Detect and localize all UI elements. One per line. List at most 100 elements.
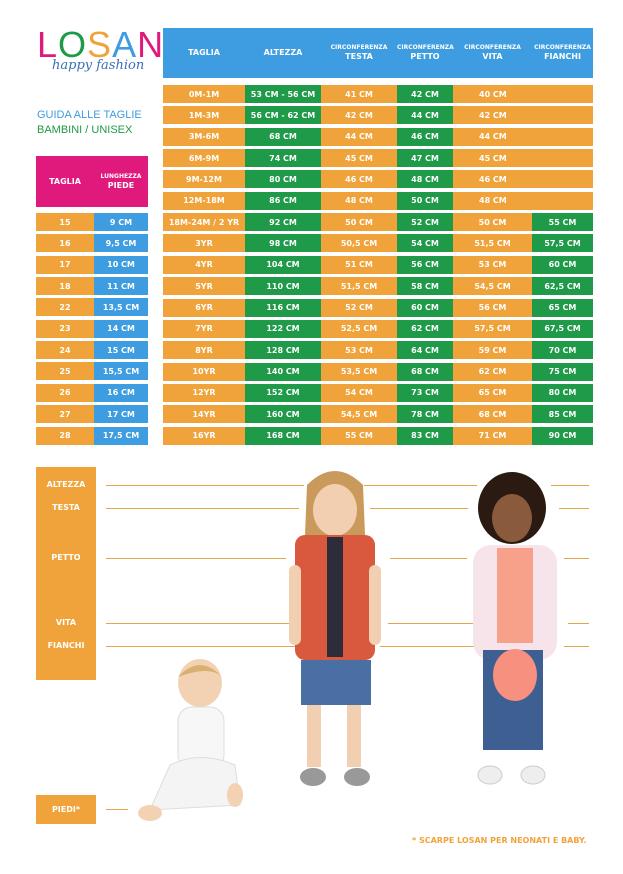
table-cell: 62 CM [397,319,453,338]
table-cell: 53,5 CM [321,362,397,381]
shoe-table-cell: 9,5 CM [94,234,148,253]
table-cell: 68 CM [245,127,321,146]
table-row: 6M-9M 74 CM 45 CM 47 CM 45 CM [163,149,593,168]
table-cell: 55 CM [321,426,397,445]
size-table-header: TAGLIA ALTEZZA CIRCONFERENZA TESTA CIRCONFER… [163,28,593,78]
boy-photo [289,471,381,786]
shoe-table-cell: 22 [36,298,94,317]
table-cell: 98 CM [245,234,321,253]
table-cell: 50,5 CM [321,234,397,253]
logo-letter: S [87,24,113,65]
table-row: 10YR 140 CM 53,5 CM 68 CM 62 CM 75 CM [163,362,593,381]
measure-line [106,485,304,486]
table-row: 7YR 122 CM 52,5 CM 62 CM 57,5 CM 67,5 CM [163,319,593,338]
shoe-table-cell: 23 [36,319,94,338]
table-cell: 92 CM [245,213,321,232]
shoe-column-header: TAGLIA [36,177,94,187]
shoe-table-row: 27 17 CM [36,405,148,424]
table-row: 1M-3M 56 CM - 62 CM 42 CM 44 CM 42 CM [163,106,593,125]
table-row: 8YR 128 CM 53 CM 64 CM 59 CM 70 CM [163,341,593,360]
table-cell: 64 CM [397,341,453,360]
brand-logo: LOSAN [37,24,164,66]
table-cell: 10YR [163,362,245,381]
shoe-table-cell: 9 CM [94,213,148,231]
table-cell: 3YR [163,234,245,253]
table-cell: 6M-9M [163,149,245,168]
footnote: * SCARPE LOSAN PER NEONATI E BABY. [412,836,587,845]
table-cell: 52 CM [321,298,397,317]
measure-label: VITA [55,618,77,627]
logo-letter: O [58,24,88,65]
table-cell: 14YR [163,405,245,424]
shoe-table-cell: 15,5 CM [94,362,148,381]
table-row: 4YR 104 CM 51 CM 56 CM 53 CM 60 CM [163,255,593,274]
column-header: TAGLIA [163,48,245,58]
measure-line [380,646,475,647]
logo-letter: N [137,24,165,65]
table-cell: 83 CM [397,426,453,445]
shoe-table-cell: 18 [36,277,94,296]
measure-line [564,558,589,559]
table-cell: 116 CM [245,298,321,317]
measure-label: ALTEZZA [46,480,86,489]
table-cell: 42 CM [397,85,453,103]
table-cell: 12M-18M [163,191,245,210]
column-header: CIRCONFERENZA VITA [453,44,532,62]
shoe-table-row: 15 9 CM [36,213,148,231]
table-cell: 53 CM [453,255,532,274]
table-cell: 75 CM [532,362,593,381]
column-header-main: TAGLIA [49,176,81,186]
measure-line [364,485,477,486]
shoe-table-cell: 25 [36,362,94,381]
measure-line [388,623,476,624]
measure-line [390,558,467,559]
shoe-table-cell: 17,5 CM [94,426,148,445]
table-cell: 1M-3M [163,106,245,125]
table-cell: 168 CM [245,426,321,445]
table-cell: 51,5 CM [453,234,532,253]
shoe-table-cell: 10 CM [94,255,148,274]
shoe-table-cell: 13,5 CM [94,298,148,317]
table-cell: 160 CM [245,405,321,424]
table-cell: 80 CM [532,383,593,402]
table-cell: 140 CM [245,362,321,381]
table-cell: 57,5 CM [453,319,532,338]
table-row: 16YR 168 CM 55 CM 83 CM 71 CM 90 CM [163,426,593,445]
table-cell: 42 CM [321,106,397,125]
table-cell: 152 CM [245,383,321,402]
table-cell: 58 CM [397,277,453,296]
table-cell: 12YR [163,383,245,402]
table-cell: 54,5 CM [321,405,397,424]
table-cell: 54,5 CM [453,277,532,296]
table-cell: 65 CM [532,298,593,317]
measure-label: TESTA [52,503,80,512]
column-header-top: CIRCONFERENZA [330,44,388,51]
measure-line [370,508,468,509]
table-cell: 53 CM [321,341,397,360]
baby-photo [138,659,243,821]
column-header-main: ALTEZZA [263,48,303,57]
guide-title: GUIDA ALLE TAGLIE [37,109,142,121]
table-cell: 51 CM [321,255,397,274]
column-header-main: VITA [482,52,503,61]
column-header-main: PETTO [410,52,440,61]
table-cell: 47 CM [397,149,453,168]
table-cell: 4YR [163,255,245,274]
shoe-table-cell: 11 CM [94,277,148,296]
column-header-top: CIRCONFERENZA [397,44,454,51]
table-cell: 48 CM [453,191,532,210]
table-cell: 52 CM [397,213,453,232]
measure-line [106,623,290,624]
guide-subtitle: BAMBINI / UNISEX [37,124,133,136]
piedi-line [106,809,128,810]
table-cell: 48 CM [397,170,453,189]
measure-line [106,508,299,509]
logo-letter: L [37,24,59,65]
table-cell: 40 CM [453,85,532,103]
table-cell: 80 CM [245,170,321,189]
column-header: CIRCONFERENZA TESTA [321,44,397,62]
table-cell: 9M-12M [163,170,245,189]
shoe-table-cell: 28 [36,426,94,445]
column-header-top: LUNGHEZZA [100,172,142,180]
measure-line [568,623,589,624]
